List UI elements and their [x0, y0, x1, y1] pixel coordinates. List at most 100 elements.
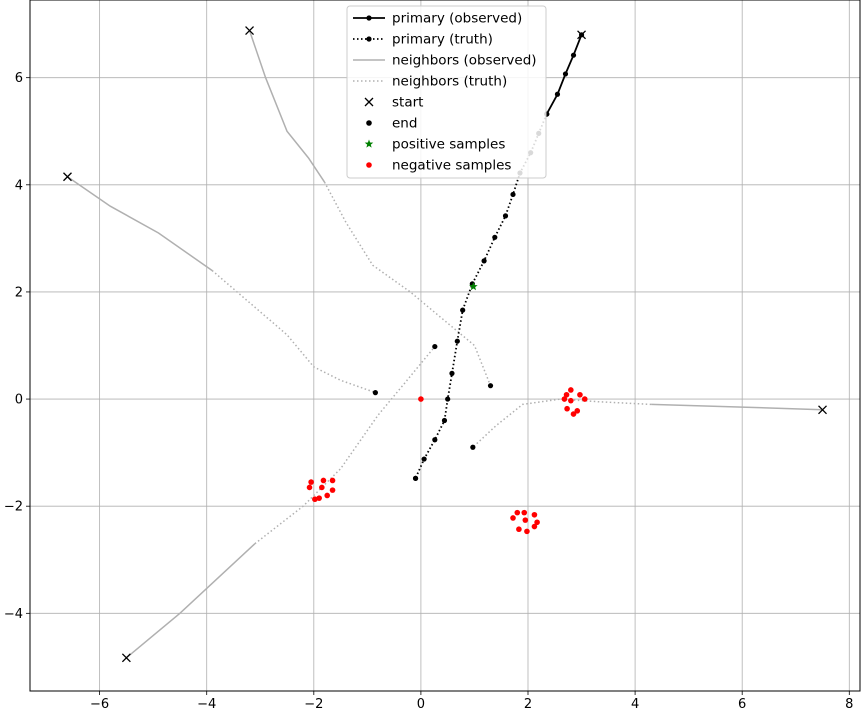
y-tick-label: −2: [4, 500, 23, 515]
end-marker: [487, 383, 494, 389]
y-tick-label: −4: [4, 607, 23, 622]
axes-frame: [29, 0, 861, 692]
legend-entry: start: [364, 95, 423, 111]
legend-dot-handle: [366, 15, 372, 21]
primary-truth-point: [454, 338, 460, 344]
negative-sample-point: [329, 487, 336, 493]
x-tick-label: 0: [417, 697, 425, 712]
y-tick-label: 0: [15, 393, 23, 408]
start-marker: [818, 405, 827, 415]
legend-entry: primary (observed): [353, 11, 522, 27]
primary-truth-point: [460, 307, 466, 313]
start-marker: [577, 30, 587, 40]
legend-entry: positive samples: [364, 137, 505, 153]
negative-sample-point: [570, 411, 577, 417]
primary-truth-point: [441, 417, 448, 424]
negative-sample-point: [319, 484, 325, 491]
primary-truth-point: [449, 370, 455, 376]
legend-dot-handle: [366, 36, 372, 42]
end-marker: [470, 444, 476, 450]
legend-entry: primary (truth): [353, 32, 493, 48]
legend-entry: negative samples: [366, 158, 511, 174]
legend-x-handle: [364, 97, 374, 107]
legend-dot-handle: [366, 120, 372, 126]
legend-box: [346, 5, 547, 179]
legend-label: primary (truth): [392, 32, 493, 48]
neighbor-observed-line-3: [125, 543, 256, 659]
legend-entry: neighbors (truth): [353, 74, 507, 90]
plot-markers: [63, 26, 827, 663]
negative-sample-point: [312, 496, 318, 503]
legend-dot-handle: [366, 162, 372, 168]
negative-sample-point: [320, 477, 327, 484]
negative-sample-point: [561, 396, 568, 402]
negative-sample-point: [564, 405, 570, 412]
legend-label: negative samples: [392, 158, 511, 174]
negative-sample-point: [329, 477, 336, 484]
legend-label: end: [392, 116, 417, 132]
negative-sample-point: [316, 495, 322, 501]
y-tick-label: 4: [15, 178, 23, 193]
neighbor-observed-line-4: [651, 403, 823, 411]
primary-observed-point: [570, 52, 577, 58]
primary-truth-point: [510, 191, 516, 198]
start-marker: [121, 653, 131, 663]
end-marker: [372, 390, 378, 396]
legend-label: neighbors (truth): [392, 74, 507, 90]
negative-sample-point: [308, 479, 314, 485]
negative-sample-point: [510, 515, 516, 521]
end-marker: [432, 343, 438, 350]
primary-truth-point: [502, 213, 509, 219]
negative-sample-point: [521, 509, 528, 516]
x-tick-label: −6: [90, 697, 109, 712]
x-tick-label: 6: [738, 697, 746, 712]
negative-sample-point: [574, 408, 581, 414]
negative-sample-point: [577, 391, 583, 398]
y-tick-label: 6: [15, 71, 23, 86]
negative-sample-point: [524, 528, 530, 535]
neighbor-truth-line-2: [211, 269, 376, 394]
start-marker: [245, 26, 255, 35]
x-tick-label: −2: [304, 697, 323, 712]
primary-truth-point: [421, 456, 427, 462]
primary-truth-point: [445, 396, 451, 402]
x-tick-label: 8: [845, 697, 853, 712]
negative-sample-point: [324, 492, 330, 499]
end-marker: [412, 475, 419, 481]
neighbor-truth-line-1: [323, 181, 492, 386]
negative-sample-point: [568, 387, 574, 393]
legend: primary (observed) primary (truth) neighbo…: [346, 5, 547, 179]
legend-star-handle: [364, 139, 374, 148]
neighbor-observed-line-2: [67, 176, 213, 272]
negative-sample-point: [531, 511, 538, 518]
neighbor-truth-line-3: [254, 346, 436, 545]
axis-ticks: −6 −4 −2 0 2 4 6 8 −4 −2 0 2 4 6: [4, 71, 854, 712]
negative-sample-point: [563, 391, 570, 398]
x-tick-label: 2: [524, 697, 532, 712]
neighbor-truth-line-4: [472, 398, 652, 448]
primary-truth-point: [481, 258, 487, 264]
legend-entry: neighbors (observed): [353, 53, 537, 69]
neighbor-observed-line-1: [248, 30, 326, 183]
negative-sample-point: [418, 396, 424, 402]
negative-sample-point: [514, 509, 521, 516]
x-tick-label: 4: [631, 697, 639, 712]
negative-sample-point: [531, 523, 538, 530]
primary-truth-point: [432, 437, 438, 443]
negative-sample-point: [306, 484, 313, 491]
legend-label: primary (observed): [392, 11, 522, 27]
negative-sample-point: [568, 397, 574, 404]
legend-entry: end: [366, 116, 417, 132]
start-marker: [63, 172, 72, 182]
primary-truth-point: [492, 234, 498, 240]
positive-sample-star: [469, 282, 478, 291]
legend-label: positive samples: [392, 137, 505, 153]
negative-sample-point: [516, 526, 522, 533]
y-tick-label: 2: [15, 285, 23, 300]
primary-observed-point: [554, 91, 561, 97]
x-tick-label: −4: [197, 697, 216, 712]
legend-label: start: [392, 95, 423, 111]
legend-label: neighbors (observed): [392, 53, 537, 69]
negative-sample-point: [534, 519, 540, 526]
